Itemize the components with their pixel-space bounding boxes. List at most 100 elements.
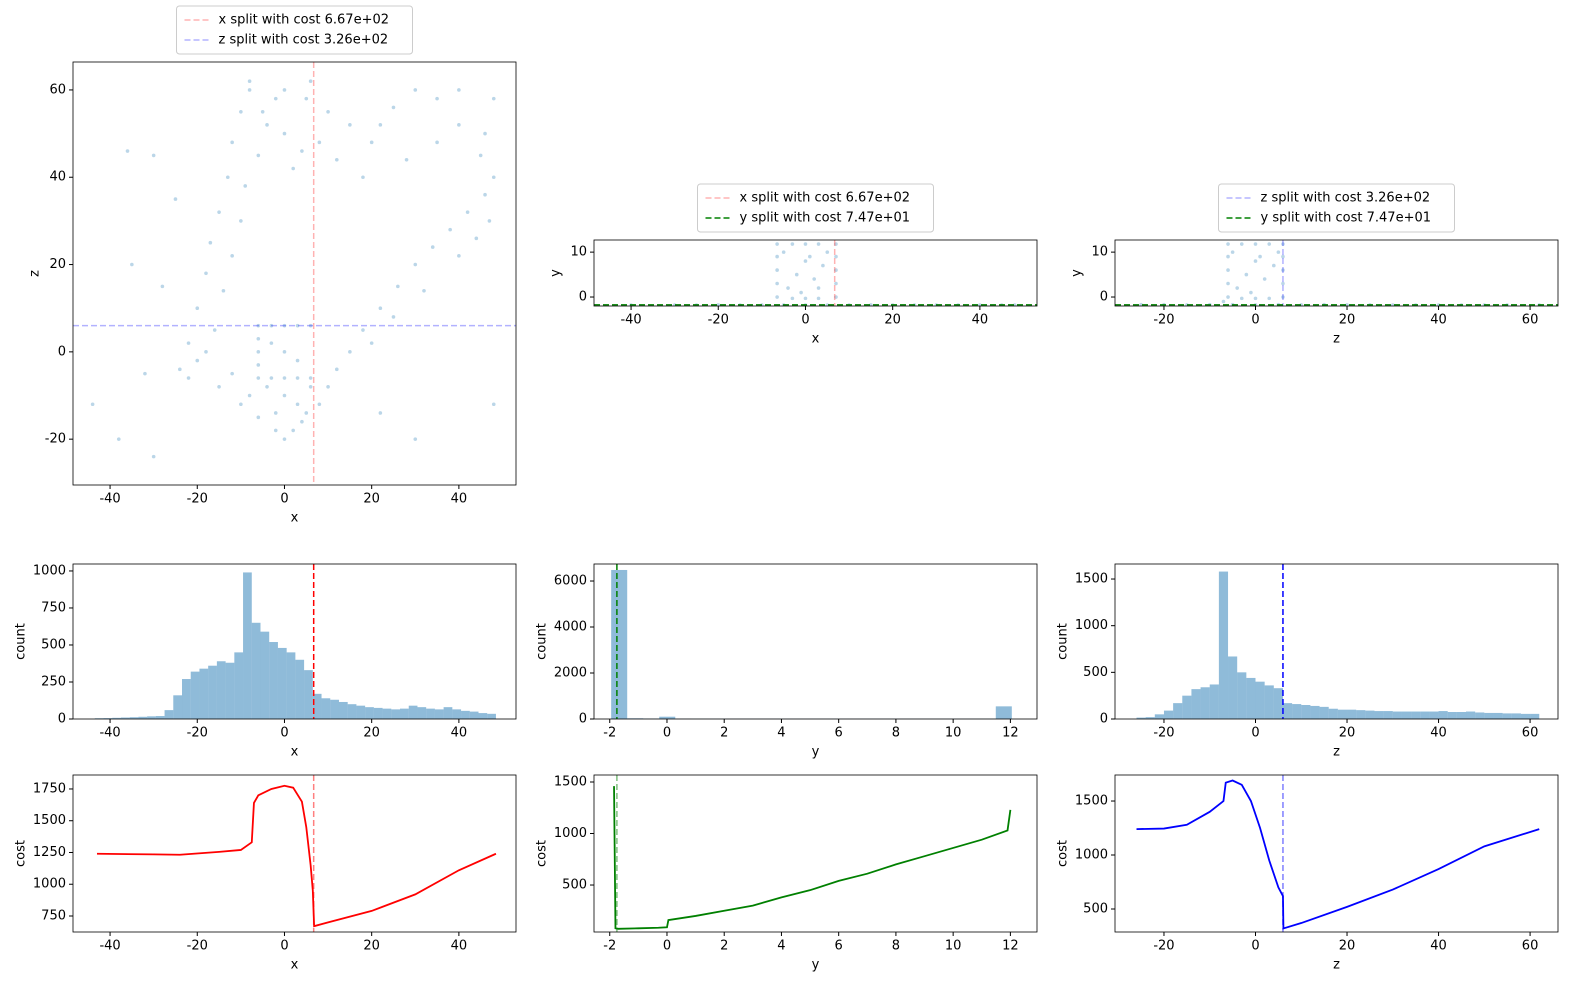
x-tick-label: 10 xyxy=(945,939,962,954)
point xyxy=(488,219,492,223)
bar xyxy=(1228,656,1237,719)
point xyxy=(187,376,191,380)
bar xyxy=(1374,711,1383,719)
bar xyxy=(322,698,331,719)
point xyxy=(161,285,165,289)
point xyxy=(270,376,274,380)
bar xyxy=(295,660,304,719)
point xyxy=(239,219,243,223)
y-tick-label: 1000 xyxy=(33,563,66,578)
point xyxy=(804,259,808,263)
y-axis-label: count xyxy=(535,623,550,660)
x-tick-label: -40 xyxy=(99,492,120,507)
cost-line xyxy=(614,786,1010,929)
bar xyxy=(1237,672,1246,719)
cost-line xyxy=(97,786,496,926)
bar xyxy=(287,652,296,719)
point xyxy=(1240,297,1244,301)
point xyxy=(283,394,287,398)
y-tick-label: 1500 xyxy=(33,813,66,828)
point xyxy=(265,123,269,127)
x-tick-label: 40 xyxy=(1430,313,1447,328)
x-tick-label: 4 xyxy=(777,726,785,741)
x-tick-label: 8 xyxy=(892,726,900,741)
point xyxy=(457,254,461,258)
y-tick-label: 0 xyxy=(58,712,66,727)
point xyxy=(775,268,779,272)
y-tick-label: 4000 xyxy=(554,620,587,635)
bar xyxy=(435,709,444,719)
point xyxy=(1254,259,1258,263)
bar xyxy=(182,679,191,719)
y-axis-label: count xyxy=(14,623,29,660)
point xyxy=(786,286,790,290)
x-tick-label: 0 xyxy=(663,939,671,954)
axes-frame xyxy=(1115,240,1558,306)
x-axis-label: y xyxy=(812,745,820,760)
point xyxy=(492,97,496,101)
point xyxy=(217,210,221,214)
point xyxy=(775,295,779,299)
bar xyxy=(374,708,383,719)
x-tick-label: 4 xyxy=(777,939,785,954)
point xyxy=(143,372,147,376)
x-tick-label: 20 xyxy=(1339,313,1356,328)
bar xyxy=(400,709,409,719)
x-axis-label: z xyxy=(1333,332,1340,347)
bar xyxy=(156,716,165,719)
bar xyxy=(1521,714,1530,719)
point xyxy=(812,277,816,281)
y-tick-label: 1000 xyxy=(1075,848,1108,863)
bar xyxy=(1173,703,1182,719)
x-tick-label: 0 xyxy=(1251,939,1259,954)
point xyxy=(492,175,496,179)
point xyxy=(335,368,339,372)
point xyxy=(791,242,795,246)
x-tick-label: 0 xyxy=(280,939,288,954)
cost-line xyxy=(1137,781,1540,929)
x-axis-label: x xyxy=(812,332,820,347)
bar xyxy=(391,709,400,719)
point xyxy=(1267,297,1271,301)
y-tick-label: 1250 xyxy=(33,845,66,860)
point xyxy=(239,402,243,406)
bar xyxy=(417,707,426,719)
x-tick-label: 60 xyxy=(1522,939,1539,954)
y-tick-label: 500 xyxy=(1083,902,1108,917)
bar xyxy=(1301,705,1310,719)
bar xyxy=(1329,709,1338,719)
point xyxy=(300,420,304,424)
point xyxy=(195,359,199,363)
point xyxy=(775,255,779,259)
point xyxy=(257,154,261,158)
bar xyxy=(252,623,261,719)
plot-area xyxy=(594,240,1037,307)
bar xyxy=(1457,712,1466,719)
point xyxy=(117,437,121,441)
point xyxy=(309,79,313,83)
bar xyxy=(199,669,208,719)
point xyxy=(795,273,799,277)
bar xyxy=(1475,712,1484,719)
point xyxy=(126,149,130,153)
point xyxy=(361,328,365,332)
point xyxy=(457,123,461,127)
point xyxy=(195,306,199,310)
point xyxy=(283,376,287,380)
bar xyxy=(1512,713,1521,719)
x-tick-label: 20 xyxy=(363,726,380,741)
y-axis-label: y xyxy=(1070,269,1085,277)
legend: x split with cost 6.67e+02z split with c… xyxy=(177,6,413,54)
point xyxy=(1222,300,1226,304)
x-tick-label: 20 xyxy=(363,492,380,507)
bar xyxy=(165,710,174,719)
point xyxy=(1254,297,1258,301)
bar xyxy=(1384,711,1393,719)
bar xyxy=(1356,710,1365,719)
y-tick-label: 60 xyxy=(49,82,66,97)
x-tick-label: -20 xyxy=(187,726,208,741)
